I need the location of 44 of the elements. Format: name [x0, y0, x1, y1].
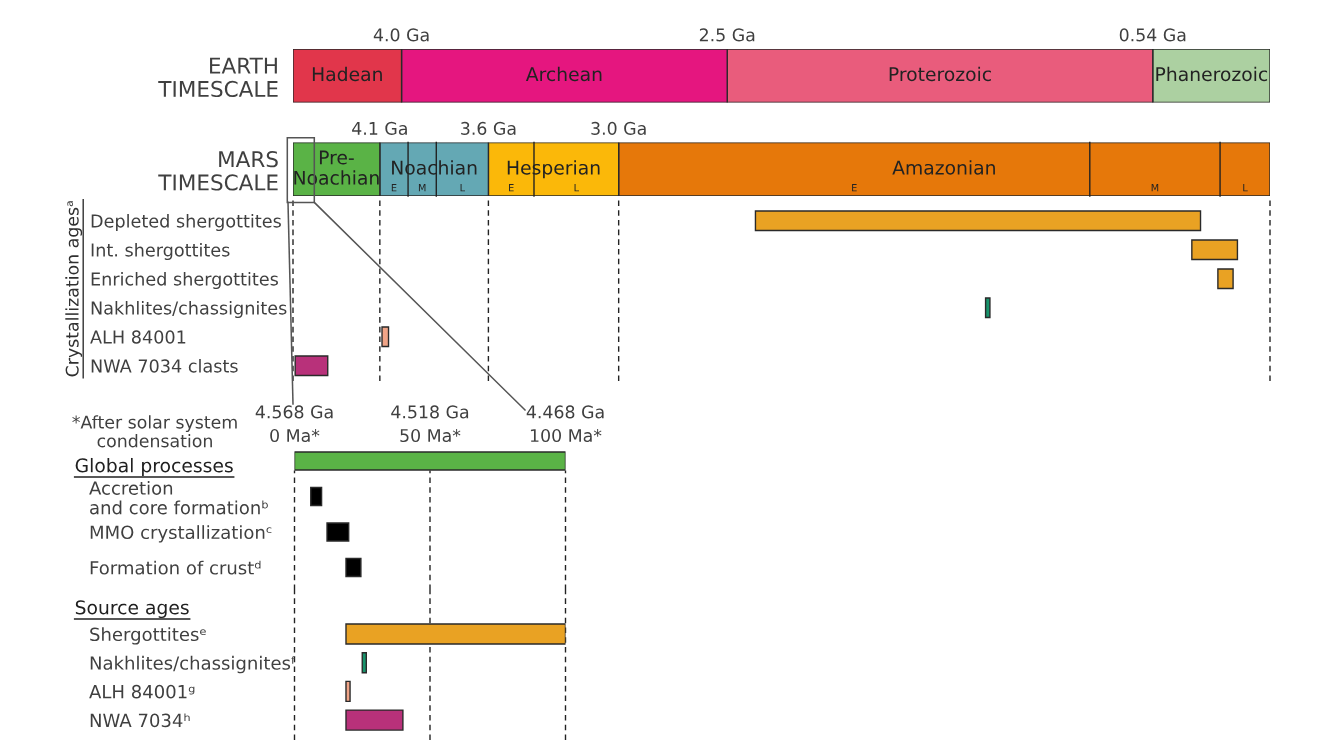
y-tick-label: MARS TIMESCALE: [158, 151, 278, 191]
series-label: Amazonian: [892, 160, 995, 175]
x-tick-label: 4.1 Ga: [352, 121, 407, 135]
y-tick-label: ALH 84001ᵍ: [89, 684, 195, 699]
x-tick-label: 0.54 Ga: [1119, 28, 1186, 42]
y-tick-label: EARTH TIMESCALE: [158, 57, 278, 98]
series-label: Phanerozoic: [1156, 66, 1268, 82]
y-tick-label: Accretion and core formationᵇ: [89, 480, 268, 515]
text: Source ages: [75, 600, 189, 619]
annotation: E: [509, 184, 514, 192]
y-axis-title: Crystallization agesᵃ: [65, 201, 83, 377]
x2-tick-label: 4.468 Ga: [526, 405, 604, 419]
y-tick-label: ALH 84001: [90, 330, 186, 344]
y-tick-label: NWA 7034ʰ: [90, 713, 190, 728]
x-tick-label: 100 Ma*: [530, 428, 602, 443]
series-label: Proterozoic: [889, 66, 991, 82]
y-tick-label: Nakhlites/chassignitesᶠ: [90, 655, 296, 674]
x-tick-label: 3.0 Ga: [591, 121, 646, 135]
x-tick-label: 4.0 Ga: [373, 28, 429, 42]
y-tick-label: Int. shergottites: [91, 243, 230, 261]
annotation: L: [1243, 184, 1248, 192]
x2-tick-label: 4.518 Ga: [391, 405, 469, 419]
annotation: L: [460, 184, 465, 192]
annotation: L: [574, 184, 579, 192]
annotation: E: [852, 184, 857, 192]
annotation: M: [1151, 184, 1159, 192]
y-tick-label: Formation of crustᵈ: [90, 560, 261, 575]
y-tick-label: Enriched shergottites: [91, 272, 278, 290]
text: *After solar system condensation: [72, 415, 237, 448]
y-tick-label: Shergottitesᵉ: [90, 627, 206, 645]
annotation: M: [418, 184, 426, 192]
annotation: E: [391, 184, 397, 192]
x-tick-label: 50 Ma*: [400, 428, 461, 443]
chart-title: Global processes: [75, 457, 233, 477]
y-tick-label: NWA 7034 clasts: [91, 359, 238, 373]
x-tick-label: 0 Ma*: [270, 428, 320, 443]
series-label: Archean: [525, 66, 602, 82]
x-tick-label: 3.6 Ga: [461, 121, 516, 135]
y-tick-label: MMO crystallizationᶜ: [90, 525, 272, 543]
x-tick-label: 2.5 Ga: [699, 28, 755, 42]
series-label: Hadean: [312, 66, 382, 82]
y-tick-label: Depleted shergottites: [91, 214, 281, 232]
x2-tick-label: 4.568 Ga: [255, 405, 333, 419]
y-tick-label: Nakhlites/chassignites: [91, 301, 287, 319]
